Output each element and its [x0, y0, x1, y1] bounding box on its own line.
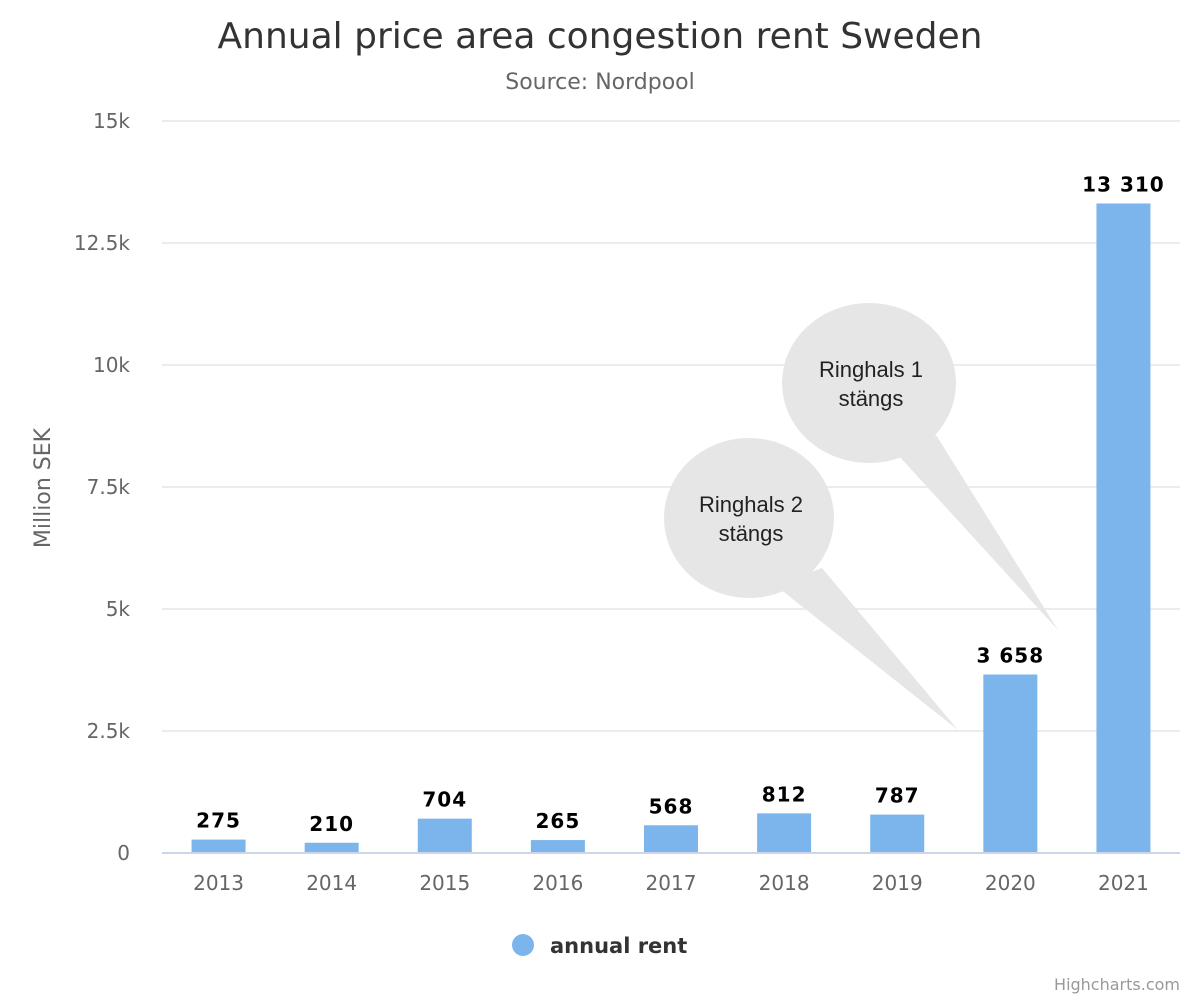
- x-tick-label: 2017: [646, 871, 697, 895]
- y-tick-label: 7.5k: [87, 475, 131, 499]
- chart-title: Annual price area congestion rent Sweden: [218, 16, 983, 57]
- data-label-2018: 812: [762, 782, 807, 806]
- bars: [191, 203, 1151, 854]
- bar-2014[interactable]: [304, 842, 359, 853]
- bar-2019[interactable]: [870, 814, 925, 853]
- bar-2017[interactable]: [644, 825, 698, 853]
- callout-text: stängs: [719, 521, 784, 546]
- data-label-2020: 3 658: [977, 643, 1045, 667]
- x-tick-label: 2016: [532, 871, 583, 895]
- y-axis-title: Million SEK: [31, 427, 56, 548]
- callout-text: Ringhals 2: [699, 492, 803, 517]
- y-tick-label: 2.5k: [87, 719, 131, 743]
- data-label-2017: 568: [649, 794, 694, 818]
- callout-tail: [898, 435, 1058, 630]
- annotations: Ringhals 2 stängs Ringhals 1 stängs: [664, 303, 1058, 730]
- callout-bubble: Ringhals 2 stängs: [664, 438, 958, 730]
- callout-shape: [664, 438, 834, 598]
- data-label-2019: 787: [875, 784, 920, 808]
- grid-lines: [162, 120, 1180, 732]
- data-label-2014: 210: [309, 812, 354, 836]
- bar-2021[interactable]: [1096, 203, 1151, 854]
- x-tick-label: 2020: [985, 871, 1036, 895]
- data-label-2015: 704: [422, 788, 467, 812]
- x-tick-label: 2018: [759, 871, 810, 895]
- x-tick-label: 2015: [419, 871, 470, 895]
- bar-2018[interactable]: [757, 813, 812, 853]
- bar-2020[interactable]: [983, 674, 1038, 853]
- y-tick-label: 12.5k: [74, 231, 131, 255]
- x-tick-label: 2019: [872, 871, 923, 895]
- credits-link[interactable]: Highcharts.com: [1054, 975, 1180, 994]
- legend-symbol: [512, 934, 534, 956]
- y-tick-label: 5k: [106, 597, 131, 621]
- x-axis-ticks: 2013 2014 2015 2016 2017 2018 2019 2020 2021: [193, 871, 1149, 895]
- y-axis-ticks: 0 2.5k 5k 7.5k 10k 12.5k 15k: [74, 109, 131, 865]
- legend-item-label[interactable]: annual rent: [550, 934, 687, 958]
- callout-tail: [775, 568, 958, 730]
- data-label-2016: 265: [536, 809, 581, 833]
- data-label-2021: 13 310: [1082, 172, 1165, 196]
- x-tick-label: 2014: [306, 871, 357, 895]
- x-tick-label: 2013: [193, 871, 244, 895]
- y-tick-label: 0: [117, 841, 130, 865]
- callout-text: Ringhals 1: [819, 357, 923, 382]
- callout-text: stängs: [839, 386, 904, 411]
- bar-2015[interactable]: [417, 818, 472, 853]
- y-tick-label: 10k: [93, 353, 130, 377]
- legend[interactable]: annual rent: [512, 934, 687, 958]
- bar-2013[interactable]: [191, 839, 246, 853]
- y-tick-label: 15k: [93, 109, 130, 133]
- x-tick-label: 2021: [1098, 871, 1149, 895]
- data-label-2013: 275: [196, 809, 241, 833]
- data-labels: 275 210 704 265 568 812 787 3 658 13 310: [196, 172, 1165, 836]
- callout-shape: [782, 303, 956, 463]
- callout-bubble: Ringhals 1 stängs: [782, 303, 1058, 630]
- chart-subtitle: Source: Nordpool: [505, 70, 695, 95]
- bar-2016[interactable]: [530, 840, 585, 853]
